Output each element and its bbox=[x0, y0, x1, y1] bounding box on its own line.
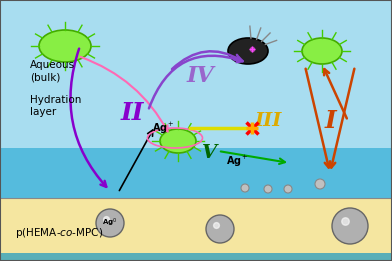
Text: I: I bbox=[324, 109, 336, 133]
Text: III: III bbox=[254, 112, 282, 130]
Bar bbox=[0, 0, 392, 148]
Circle shape bbox=[241, 184, 249, 192]
Circle shape bbox=[264, 185, 272, 193]
Text: II: II bbox=[120, 101, 144, 125]
Text: IV: IV bbox=[186, 65, 214, 87]
Circle shape bbox=[315, 179, 325, 189]
Ellipse shape bbox=[160, 129, 196, 153]
Text: Hydration
layer: Hydration layer bbox=[30, 95, 82, 117]
Circle shape bbox=[332, 208, 368, 244]
Circle shape bbox=[284, 185, 292, 193]
Bar bbox=[0, 148, 392, 198]
Circle shape bbox=[96, 209, 124, 237]
Circle shape bbox=[206, 215, 234, 243]
Ellipse shape bbox=[39, 30, 91, 62]
Bar bbox=[0, 198, 392, 253]
Text: Ag$^+$: Ag$^+$ bbox=[226, 153, 249, 169]
Ellipse shape bbox=[302, 38, 342, 64]
Text: p(HEMA-$\it{co}$-MPC): p(HEMA-$\it{co}$-MPC) bbox=[15, 226, 103, 240]
Text: Aqueous
(bulk): Aqueous (bulk) bbox=[30, 60, 75, 82]
FancyBboxPatch shape bbox=[0, 253, 392, 261]
Text: Ag$^0$: Ag$^0$ bbox=[102, 217, 118, 229]
Text: Ag$^+$: Ag$^+$ bbox=[152, 120, 174, 135]
Ellipse shape bbox=[228, 38, 268, 64]
Text: V: V bbox=[202, 144, 218, 162]
